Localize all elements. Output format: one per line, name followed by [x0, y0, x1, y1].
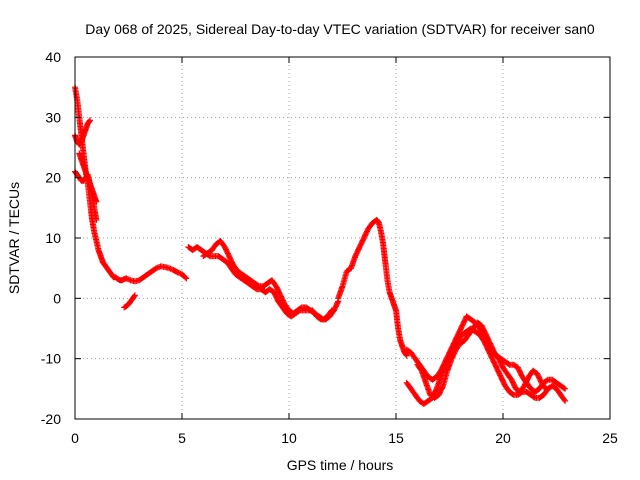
series-evening-peak	[335, 216, 410, 359]
y-tick-label: 40	[45, 49, 61, 65]
data-point	[561, 396, 568, 403]
x-tick-label: 5	[178, 430, 186, 446]
x-tick-label: 20	[495, 430, 511, 446]
x-tick-label: 15	[388, 430, 404, 446]
data-point	[183, 275, 190, 282]
data-marks	[72, 84, 569, 407]
chart-title: Day 068 of 2025, Sidereal Day-to-day VTE…	[85, 21, 595, 37]
data-point	[403, 351, 409, 358]
data-point	[93, 198, 100, 205]
x-axis-label: GPS time / hours	[287, 457, 394, 473]
series-dip-branch	[121, 292, 138, 311]
series-early-branch-c	[76, 150, 100, 205]
data-point	[131, 292, 138, 299]
series-night-c	[414, 319, 549, 401]
data-point	[131, 293, 138, 300]
data-point	[327, 308, 334, 315]
data-point	[562, 397, 569, 404]
y-axis-label: SDTVAR / TECUs	[6, 182, 22, 294]
y-tick-label: 10	[45, 230, 61, 246]
y-tick-label: 20	[45, 170, 61, 186]
grid-lines	[75, 57, 610, 419]
y-tick-label: 30	[45, 109, 61, 125]
data-point	[87, 117, 93, 124]
data-point	[561, 385, 567, 392]
x-tick-label: 25	[602, 430, 618, 446]
y-tick-label: 0	[53, 290, 61, 306]
y-tick-label: -10	[41, 351, 61, 367]
data-point	[93, 216, 100, 223]
y-tick-label: -20	[41, 411, 61, 427]
x-tick-label: 0	[71, 430, 79, 446]
series-afternoon-a	[185, 244, 342, 323]
x-tick-label: 10	[281, 430, 297, 446]
data-point	[182, 274, 189, 281]
data-point	[403, 352, 410, 359]
data-point	[562, 385, 569, 392]
data-point	[86, 118, 93, 125]
series-afternoon-b	[200, 238, 335, 323]
data-point	[541, 384, 548, 391]
data-point	[542, 385, 549, 392]
axes: 0 5 10 15 20 25 -20 -10 0 10 20 30 40	[41, 49, 618, 446]
data-point	[328, 307, 335, 314]
